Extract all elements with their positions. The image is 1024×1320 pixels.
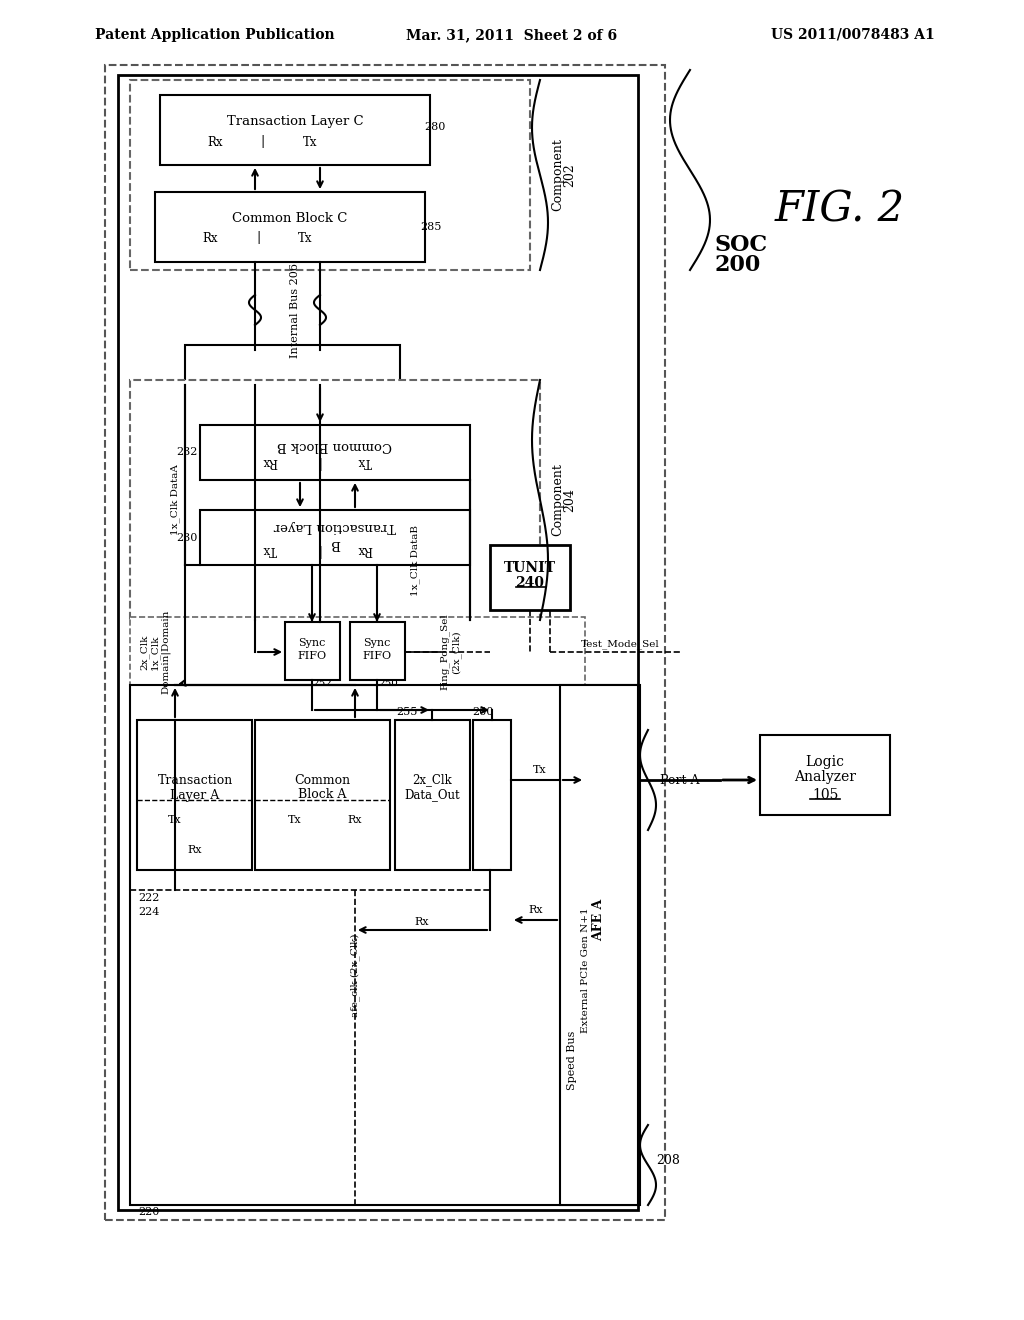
Text: 105: 105 [812,788,839,803]
Text: Domain|Domain: Domain|Domain [161,610,171,694]
Text: Tx: Tx [168,814,182,825]
Text: Sync: Sync [364,638,391,648]
Text: Test_Mode_Sel: Test_Mode_Sel [581,639,659,649]
Text: Tx: Tx [298,231,312,244]
FancyBboxPatch shape [350,622,406,680]
Text: (2x_Clk): (2x_Clk) [452,630,461,673]
Text: 222: 222 [138,894,160,903]
Text: Internal Bus 206: Internal Bus 206 [290,263,300,358]
Text: 2x_Clk: 2x_Clk [412,774,452,787]
Text: Transaction: Transaction [158,774,232,787]
Text: 208: 208 [656,1154,680,1167]
Text: 280: 280 [424,121,445,132]
FancyBboxPatch shape [255,719,390,870]
Text: SOC: SOC [715,234,768,256]
Text: Layer A: Layer A [170,788,219,801]
FancyBboxPatch shape [155,191,425,261]
Text: TUNIT: TUNIT [504,561,556,576]
Text: Tx: Tx [534,766,547,775]
Text: Rx: Rx [528,906,544,915]
FancyBboxPatch shape [473,719,511,870]
Text: Analyzer: Analyzer [794,770,856,784]
FancyBboxPatch shape [285,622,340,680]
FancyBboxPatch shape [130,380,540,620]
FancyBboxPatch shape [185,345,400,385]
Text: Rx: Rx [207,136,223,149]
Text: Block A: Block A [298,788,346,801]
FancyBboxPatch shape [130,81,530,271]
Text: Rx: Rx [415,917,429,927]
Text: Tx: Tx [263,544,278,557]
Text: Sync: Sync [298,638,326,648]
Text: Ping_Pong_Sel: Ping_Pong_Sel [440,614,450,690]
Text: Tx: Tx [288,814,302,825]
Text: FIFO: FIFO [362,651,391,661]
Text: FIFO: FIFO [297,651,327,661]
Text: Component: Component [552,463,564,536]
Text: afe_clk (2x_Clk): afe_clk (2x_Clk) [350,933,359,1016]
Text: |: | [315,544,321,557]
Text: |: | [256,231,260,244]
FancyBboxPatch shape [118,75,638,1210]
Text: 1x_Clk DataA: 1x_Clk DataA [170,465,180,536]
Text: 252: 252 [312,680,332,689]
Text: Mar. 31, 2011  Sheet 2 of 6: Mar. 31, 2011 Sheet 2 of 6 [407,28,617,42]
Text: 240: 240 [515,576,545,590]
Text: Rx: Rx [203,231,218,244]
Text: Patent Application Publication: Patent Application Publication [95,28,335,42]
Text: Tx: Tx [303,136,317,149]
Text: 202: 202 [563,164,577,187]
Text: 285: 285 [420,222,441,232]
FancyBboxPatch shape [395,719,470,870]
Text: 250: 250 [378,680,398,689]
FancyBboxPatch shape [760,735,890,814]
Text: Speed Bus: Speed Bus [567,1031,577,1090]
FancyBboxPatch shape [490,545,570,610]
Text: Transaction Layer C: Transaction Layer C [226,116,364,128]
Text: |: | [261,136,265,149]
Text: 204: 204 [563,488,577,512]
Text: |: | [315,455,321,469]
Text: 220: 220 [138,1206,160,1217]
FancyBboxPatch shape [130,685,640,1205]
Text: Rx: Rx [262,455,278,469]
Text: Common Block B: Common Block B [278,440,392,453]
Text: Transaction Layer: Transaction Layer [273,520,396,533]
Text: Data_Out: Data_Out [404,788,460,801]
Text: 1x_Clk: 1x_Clk [151,635,160,669]
FancyBboxPatch shape [160,95,430,165]
Text: Logic: Logic [806,755,845,770]
FancyBboxPatch shape [130,616,585,685]
FancyBboxPatch shape [200,510,470,565]
Text: 232: 232 [176,447,198,457]
Text: 230: 230 [176,533,198,543]
Text: Rx: Rx [187,845,203,855]
Text: Common Block C: Common Block C [232,211,348,224]
Text: 260: 260 [472,708,494,717]
Text: Rx: Rx [348,814,362,825]
Text: 224: 224 [138,907,160,917]
Text: FIG. 2: FIG. 2 [775,189,905,231]
Text: Port A: Port A [660,774,699,787]
Text: External PCIe Gen N+1: External PCIe Gen N+1 [581,907,590,1032]
FancyBboxPatch shape [137,719,252,870]
Text: 2x_Clk: 2x_Clk [139,635,148,669]
Text: Component: Component [552,139,564,211]
Text: US 2011/0078483 A1: US 2011/0078483 A1 [771,28,935,42]
Text: Tx: Tx [357,455,373,469]
Text: B: B [330,536,340,549]
Text: Common: Common [294,774,350,787]
FancyBboxPatch shape [200,425,470,480]
Text: 1x_Clk DataB: 1x_Clk DataB [411,524,420,595]
FancyBboxPatch shape [560,685,638,1205]
Text: AFE A: AFE A [593,899,605,941]
Text: 200: 200 [715,253,761,276]
Text: 255: 255 [396,708,418,717]
Text: Rx: Rx [357,544,373,557]
